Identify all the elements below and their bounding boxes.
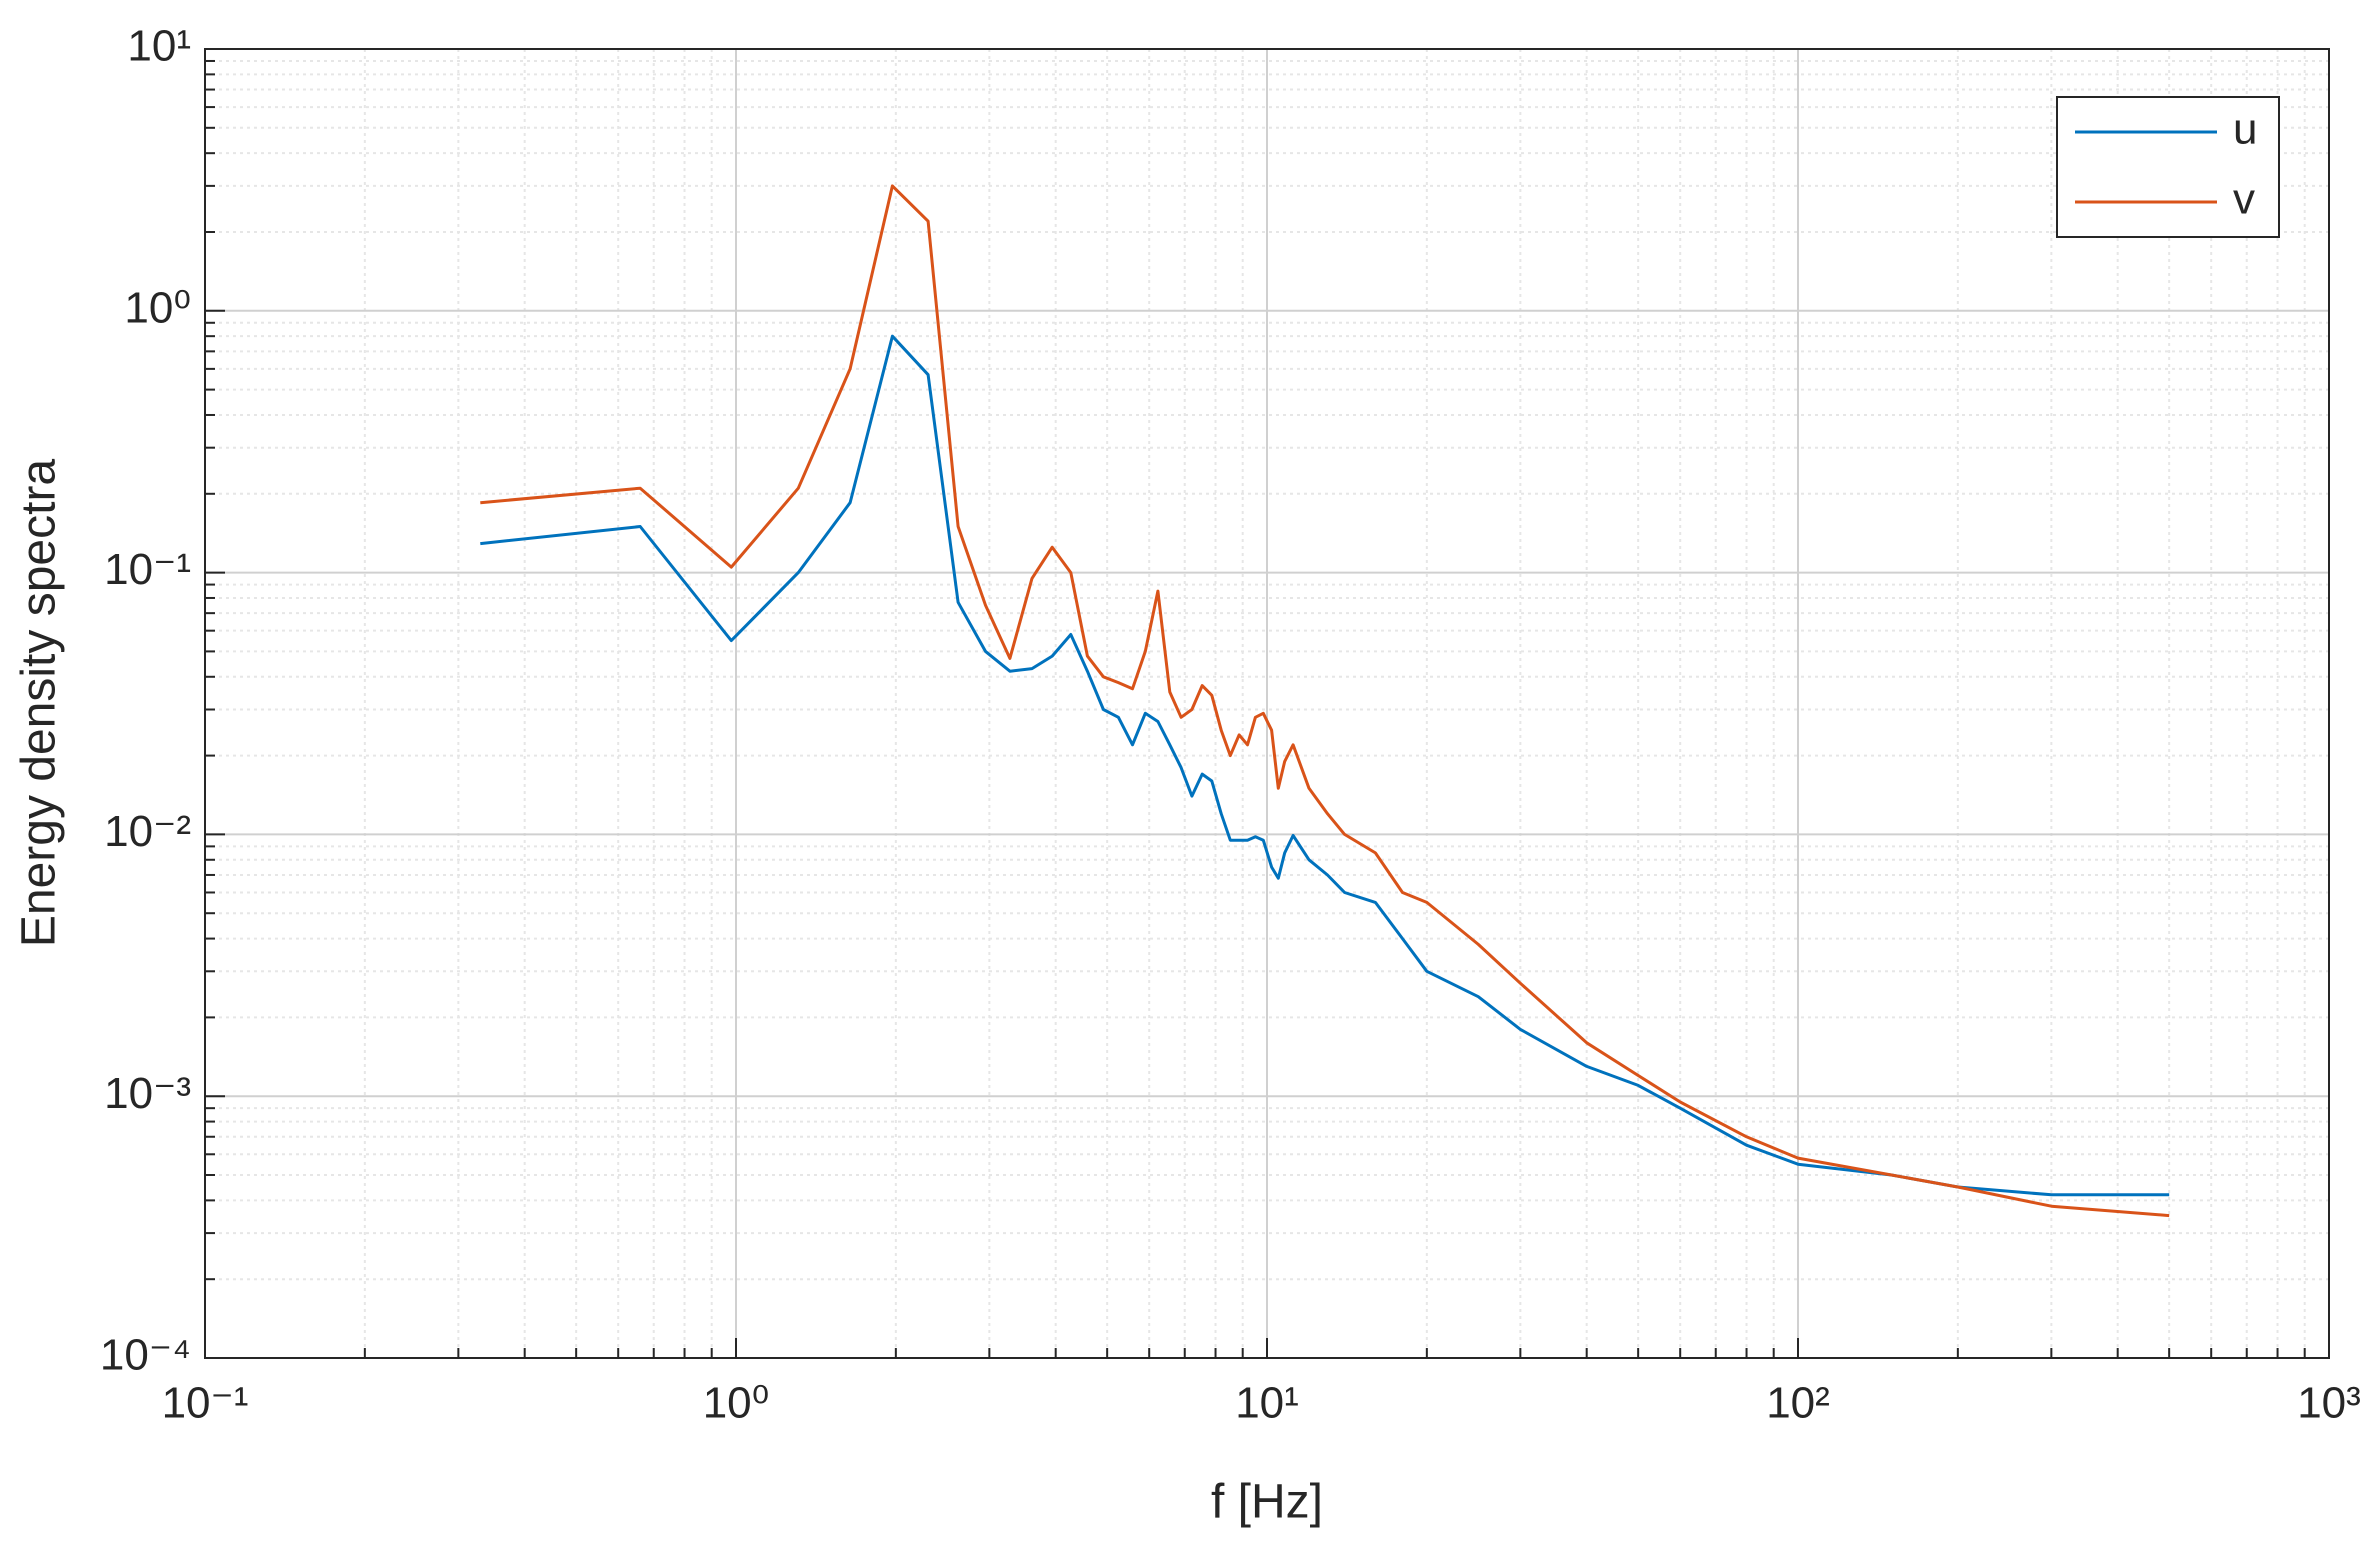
x-tick-label: 10³	[2297, 1379, 2361, 1428]
x-tick-label: 10⁰	[703, 1379, 770, 1428]
series-line	[480, 334, 2170, 1197]
x-tick-label: 10⁻¹	[162, 1379, 249, 1428]
y-tick-label: 10⁰	[124, 283, 191, 332]
series-line	[480, 184, 2170, 1218]
y-tick-label: 10⁻³	[104, 1069, 191, 1118]
x-tick-label: 10¹	[1235, 1379, 1299, 1428]
x-tick-label: 10²	[1766, 1379, 1830, 1428]
legend-label: u	[2233, 105, 2257, 154]
y-axis-label: Energy density spectra	[13, 459, 66, 948]
y-tick-label: 10⁻²	[104, 807, 191, 856]
y-tick-label: 10¹	[127, 22, 191, 71]
y-tick-label: 10⁻¹	[104, 545, 191, 594]
legend-box	[2056, 96, 2280, 238]
legend-label: v	[2233, 175, 2255, 224]
x-axis-label: f [Hz]	[1211, 1476, 1323, 1529]
y-tick-label: 10⁻⁴	[100, 1331, 191, 1380]
plot-frame	[204, 48, 2330, 1359]
